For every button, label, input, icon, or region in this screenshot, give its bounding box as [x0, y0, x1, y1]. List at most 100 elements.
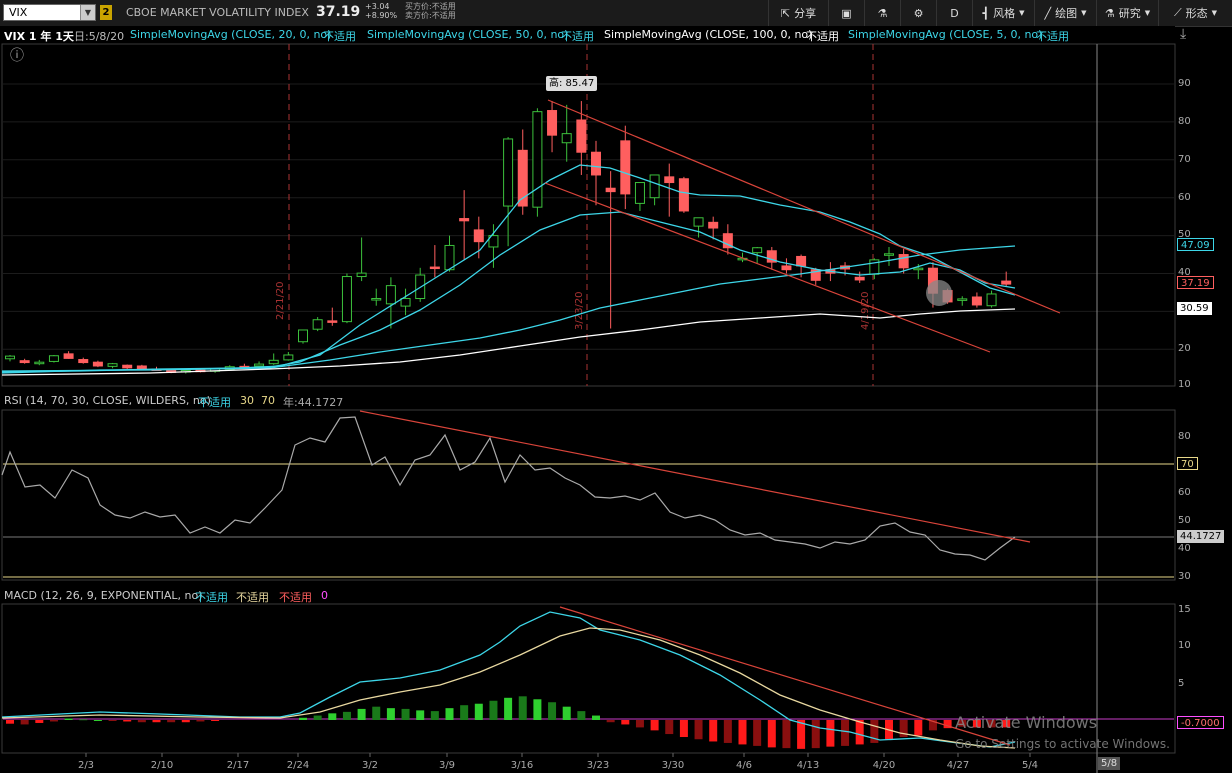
link-group-badge[interactable]: 2 — [100, 5, 112, 20]
candle-body — [752, 247, 763, 254]
candle-body — [48, 355, 59, 362]
trendline-lower — [544, 182, 991, 353]
candle-body — [34, 361, 45, 365]
rsi-value-tag: 44.1727 — [1177, 530, 1225, 543]
macd-histogram-bar — [152, 720, 161, 723]
macd-histogram-bar — [533, 699, 542, 720]
y-tick: 15 — [1178, 604, 1191, 615]
macd-value-na: 不适用 — [195, 591, 228, 604]
macd-legend: MACD (12, 26, 9, EXPONENTIAL, no) 不适用 不适… — [0, 587, 1175, 604]
candle-body — [385, 285, 396, 305]
candle-body — [136, 365, 147, 370]
y-tick: 80 — [1178, 116, 1191, 127]
candle-body — [547, 110, 558, 136]
macd-histogram-bar — [79, 719, 88, 721]
candle-body — [122, 364, 133, 369]
macd-title[interactable]: MACD (12, 26, 9, EXPONENTIAL, no) — [4, 589, 203, 602]
candle-body — [517, 149, 528, 207]
macd-histogram-bar — [489, 700, 498, 720]
macd-histogram-bar — [899, 720, 908, 738]
divider-date-label: 4/19/20 — [860, 291, 871, 330]
patterns-button[interactable]: ⟋ 形态 ▼ — [1158, 0, 1232, 26]
candle-body — [766, 250, 777, 263]
studies-button[interactable]: ⚗ 研究 ▼ — [1096, 0, 1158, 26]
candle-body — [708, 221, 719, 229]
legend-sma5-value: 不适用 — [1036, 30, 1069, 43]
rsi-title[interactable]: RSI (14, 70, 30, CLOSE, WILDERS, no) — [4, 394, 211, 407]
trendline-upper — [547, 99, 1061, 314]
macd-histogram-bar — [592, 715, 600, 720]
period-label: D — [950, 6, 959, 20]
sma50-value-tag: 47.09 — [1177, 238, 1214, 251]
legend-sma50-value: 不适用 — [561, 30, 594, 43]
macd-histogram-bar — [826, 720, 835, 747]
macd-histogram-bar — [474, 703, 483, 720]
macd-histogram-bar — [342, 711, 351, 720]
sma100-line — [1, 308, 1016, 376]
macd-histogram-bar — [20, 720, 29, 725]
y-tick: 10 — [1178, 640, 1191, 651]
macd-histogram-bar — [723, 720, 732, 743]
x-tick-label: 2/24 — [287, 760, 309, 771]
y-tick: 50 — [1178, 515, 1191, 526]
chevron-down-icon: ▼ — [1144, 9, 1151, 17]
y-tick: 20 — [1178, 343, 1191, 354]
macd-histogram-bar — [972, 720, 981, 728]
chevron-down-icon: ▼ — [1081, 9, 1087, 17]
rsi-value-na: 不适用 — [198, 396, 231, 409]
macd-histogram-bar — [797, 720, 806, 749]
candle-body — [268, 359, 279, 365]
flask-button[interactable]: ⚗ — [864, 0, 900, 26]
bid-ask: 买方价:不适用 卖方价:不适用 — [405, 2, 456, 20]
legend-sma50[interactable]: SimpleMovingAvg (CLOSE, 50, 0, no) — [367, 28, 569, 41]
macd-histogram-bar — [357, 708, 366, 720]
settings-button[interactable]: ⚙ — [900, 0, 936, 26]
rsi-series — [1, 410, 1174, 578]
legend-sma20[interactable]: SimpleMovingAvg (CLOSE, 20, 0, no) — [130, 28, 332, 41]
macd-pane-border — [1, 603, 1176, 754]
y-tick: 40 — [1178, 543, 1191, 554]
symbol-description: CBOE MARKET VOLATILITY INDEX — [126, 6, 309, 19]
divider-date-label: 3/23/20 — [574, 291, 585, 330]
price-legend: VIX 1 年 1天 日:5/8/20 SimpleMovingAvg (CLO… — [0, 26, 1186, 44]
candle-body — [444, 244, 455, 271]
macd-histogram-bar — [167, 720, 176, 723]
candle-body — [473, 229, 484, 243]
x-tick-label: 2/17 — [227, 760, 249, 771]
macd-histogram-bar — [211, 720, 220, 721]
news-button[interactable]: ▣ — [828, 0, 864, 26]
macd-histogram-bar — [416, 710, 425, 720]
macd-histogram-bar — [6, 720, 14, 724]
macd-histogram-bar — [430, 711, 439, 720]
chevron-down-icon[interactable]: ▼ — [80, 5, 95, 20]
rsi-70-tag: 70 — [1177, 457, 1198, 470]
legend-sma100-value: 不适用 — [806, 30, 839, 43]
macd-histogram-bar — [738, 720, 747, 745]
gear-icon: ⚙ — [913, 6, 924, 20]
candle-body — [605, 187, 616, 193]
collapse-icon[interactable]: ⤓ — [1180, 26, 1187, 42]
share-button[interactable]: ⇱ 分享 — [768, 0, 828, 26]
legend-sma100[interactable]: SimpleMovingAvg (CLOSE, 100, 0, no) — [604, 28, 813, 41]
style-button[interactable]: ┫ 风格 ▼ — [972, 0, 1034, 26]
symbol-input[interactable]: VIX ▼ — [3, 4, 96, 21]
macd-histogram-bar — [679, 720, 688, 738]
current-date-tag: 5/8 — [1098, 757, 1121, 770]
macd-histogram-bar — [460, 705, 469, 720]
candle-body — [327, 320, 338, 323]
period-button[interactable]: D — [936, 0, 972, 26]
candle-body — [781, 265, 792, 271]
pen-icon: ╱ — [1044, 6, 1052, 20]
candle-body — [971, 296, 982, 306]
macd-histogram-bar — [958, 720, 967, 727]
y-tick: 40 — [1178, 267, 1191, 278]
legend-sma5[interactable]: SimpleMovingAvg (CLOSE, 5, 0, no) — [848, 28, 1043, 41]
drawings-button[interactable]: ╱ 绘图 ▼ — [1034, 0, 1096, 26]
rsi-line — [1, 416, 1016, 561]
macd-histogram-bar — [504, 697, 513, 720]
info-icon[interactable]: ⓘ — [10, 48, 24, 64]
candle-body — [634, 182, 645, 204]
macd-histogram-bar — [635, 720, 644, 728]
candle-body — [957, 298, 968, 301]
